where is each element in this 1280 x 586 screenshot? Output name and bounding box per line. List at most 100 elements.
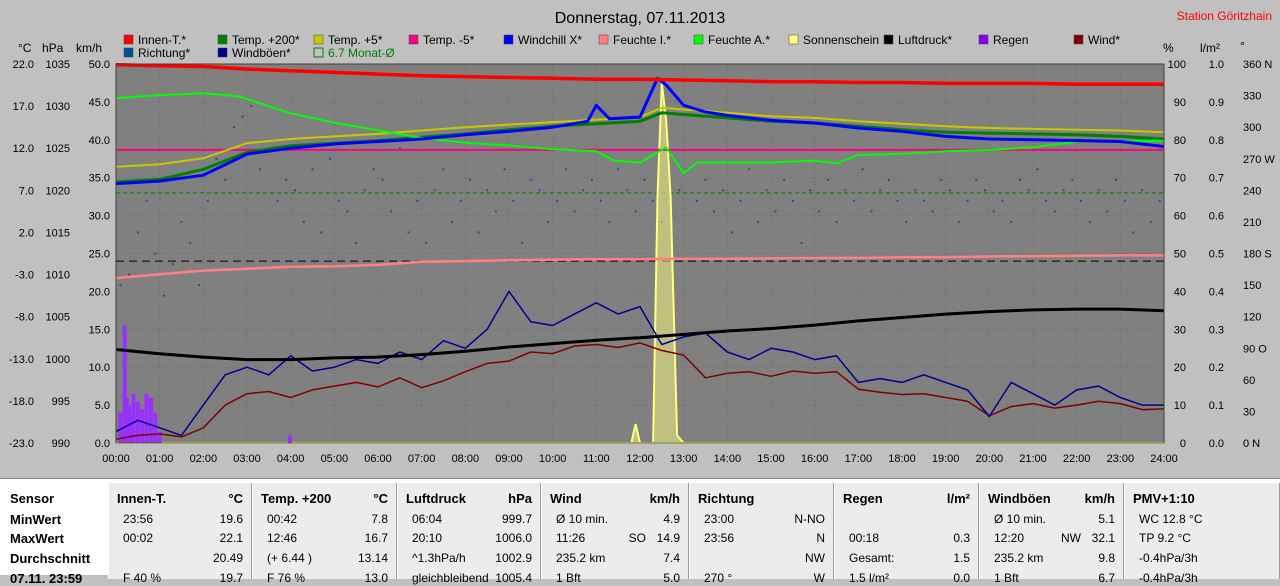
humidity-tick-label: 0: [1180, 438, 1186, 450]
direction-point: [739, 199, 742, 202]
direction-tick-label: 300: [1243, 122, 1261, 134]
rain-bar: [118, 412, 123, 443]
stats-table: Sensor MinWert MaxWert Durchschnitt 07.11. 2…: [0, 478, 1280, 586]
direction-tick-label: 90 O: [1243, 343, 1267, 355]
pressure-tick-label: 1010: [46, 270, 70, 282]
direction-tick-label: 0 N: [1243, 438, 1260, 450]
direction-scatter: [119, 105, 1161, 297]
cell-label: ^1.3hPa/h: [412, 551, 466, 565]
legend-entry: Luftdruck*: [883, 33, 952, 47]
x-tick-label: 07:00: [408, 453, 436, 465]
pressure-tick-label: 1015: [46, 227, 70, 239]
rain-tick-label: 0.4: [1209, 286, 1224, 298]
cell-label: 1 Bft: [556, 571, 581, 585]
direction-point: [407, 231, 410, 234]
direction-point: [285, 178, 288, 181]
direction-point: [1114, 178, 1117, 181]
direction-point: [180, 220, 183, 223]
cell-label: Ø 10 min.: [556, 512, 609, 526]
column-title: Luftdruck: [406, 491, 466, 506]
direction-point: [652, 199, 655, 202]
direction-point: [1045, 199, 1048, 202]
x-tick-label: 19:00: [932, 453, 960, 465]
legend-entry: Regen: [978, 33, 1028, 47]
direction-point: [1158, 199, 1161, 202]
cell-label: gleichbleibend: [412, 571, 489, 585]
cell-value: 20.49: [212, 551, 243, 565]
cell-value: NW: [805, 551, 825, 565]
cell-value: 6.7: [1098, 571, 1115, 585]
direction-point: [294, 189, 297, 192]
direction-point: [940, 178, 943, 181]
temp-tick-label: 22.0: [13, 59, 34, 71]
cell-value: 7.8: [371, 512, 388, 526]
direction-point: [154, 252, 157, 255]
cell-label: 12:46: [267, 531, 298, 545]
cell-label: Gesamt:: [849, 551, 895, 565]
rain-tick-label: 0.7: [1209, 173, 1224, 185]
cell-label: 1 Bft: [994, 571, 1019, 585]
direction-point: [599, 199, 602, 202]
rain-bar: [157, 431, 162, 443]
x-tick-label: 12:00: [626, 453, 654, 465]
series-luftdruck: [115, 307, 1165, 362]
rain-bar: [153, 412, 158, 443]
direction-point: [748, 168, 751, 171]
direction-tick-label: 270 W: [1243, 154, 1275, 166]
pressure-tick-label: 995: [52, 396, 70, 408]
series-feuchte-a: [115, 92, 1164, 175]
cell-value: 19.6: [219, 512, 243, 526]
direction-point: [1080, 199, 1083, 202]
legend-label: Temp. +5*: [328, 33, 383, 47]
x-tick-label: 08:00: [452, 453, 480, 465]
legend-label: Windchill X*: [518, 33, 582, 47]
direction-point: [119, 284, 122, 287]
direction-point: [957, 220, 960, 223]
cell-label: 06:04: [412, 512, 443, 526]
legend-label: Innen-T.*: [138, 33, 186, 47]
cell-label: 20:10: [412, 531, 443, 545]
humidity-tick-label: 40: [1174, 286, 1186, 298]
cell-label: -0.4hPa/3h: [1139, 551, 1198, 565]
direction-point: [337, 199, 340, 202]
cell-label: TP 9.2 °C: [1139, 531, 1191, 545]
direction-point: [468, 178, 471, 181]
cell-value: 0.0: [953, 571, 970, 585]
rain-bar: [287, 435, 292, 443]
direction-point: [564, 168, 567, 171]
stats-column: Richtung 23:00 N-NO 23:56 N NW 270 ° W: [689, 483, 834, 585]
direction-point: [171, 263, 174, 266]
legend-entry: Feuchte I.*: [598, 33, 671, 47]
direction-point: [774, 210, 777, 213]
cell-value: 1005.4: [495, 571, 532, 585]
direction-point: [1132, 231, 1135, 234]
pressure-tick-label: 1000: [46, 354, 70, 366]
direction-point: [713, 210, 716, 213]
cell-value: 19.7: [219, 571, 243, 585]
direction-point: [206, 199, 209, 202]
rain-bar: [140, 408, 145, 443]
legend-label: Feuchte A.*: [708, 33, 770, 47]
cell-value: 0.3: [953, 531, 970, 545]
row-label: MinWert: [10, 512, 62, 527]
legend-entry: Wind*: [1073, 33, 1120, 47]
legend-swatch: [123, 34, 134, 45]
direction-point: [136, 231, 139, 234]
wind-tick-label: 35.0: [89, 173, 110, 185]
wind-tick-label: 40.0: [89, 135, 110, 147]
direction-tick-label: 30: [1243, 406, 1255, 418]
direction-point: [1141, 189, 1144, 192]
legend-entry: Windböen*: [217, 46, 291, 60]
legend-swatch: [883, 34, 894, 45]
cell-value: 16.7: [364, 531, 388, 545]
column-title: Regen: [843, 491, 883, 506]
direction-point: [486, 189, 489, 192]
direction-point: [197, 284, 200, 287]
cell-label: F 76 %: [267, 571, 306, 585]
series-innen-t: [115, 63, 1164, 86]
direction-point: [1018, 178, 1021, 181]
direction-point: [983, 189, 986, 192]
direction-point: [625, 189, 628, 192]
pressure-tick-label: 1005: [46, 312, 70, 324]
direction-tick-label: 210: [1243, 217, 1261, 229]
